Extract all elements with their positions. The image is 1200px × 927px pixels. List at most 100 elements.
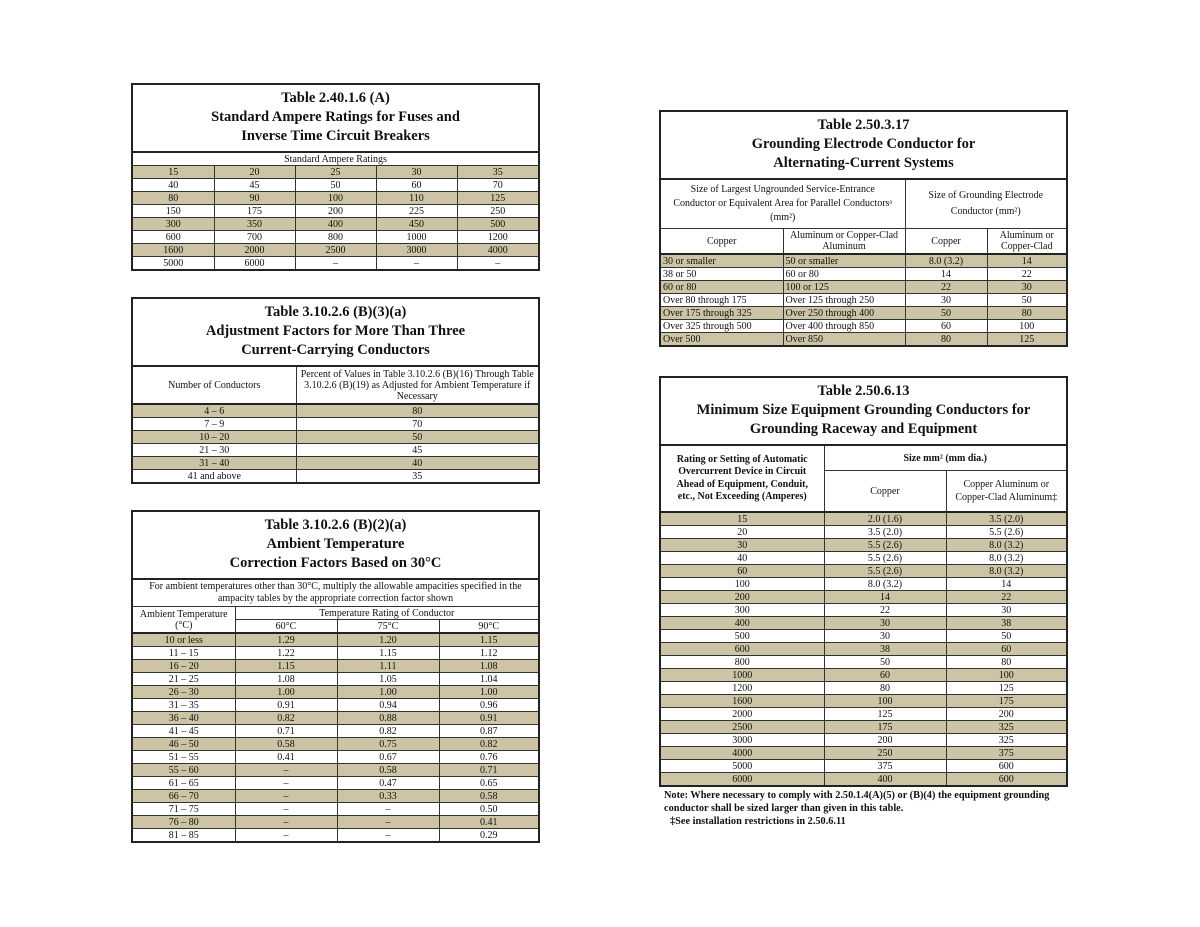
table-cell: 450	[375, 217, 458, 231]
table-cell: 80	[945, 655, 1066, 669]
table-cell: 200	[294, 204, 377, 218]
table-cell: 80	[904, 332, 988, 345]
table-cell: 50	[823, 655, 947, 669]
table-cell: 6000	[661, 772, 825, 785]
table-row: Over 80 through 175 Over 125 through 250 3…	[661, 293, 1066, 307]
table-cell: 15	[133, 165, 215, 179]
table-fuse-ratings: Table 2.40.1.6 (A) Standard Ampere Ratin…	[131, 83, 540, 271]
table-cell: 50	[295, 430, 538, 444]
table-cell: 200	[945, 707, 1066, 721]
table-ambient-temperature: Table 3.10.2.6 (B)(2)(a) Ambient Tempera…	[131, 510, 540, 843]
table-cell: 41 – 45	[133, 724, 236, 738]
table-row: 30 5.5 (2.6) 8.0 (3.2)	[661, 538, 1066, 552]
table-cell: 8.0 (3.2)	[945, 564, 1066, 578]
table-row: 1600 100 175	[661, 694, 1066, 708]
table-cell: 225	[375, 204, 458, 218]
table-cell: 400	[661, 616, 825, 630]
table-cell: Over 250 through 400	[782, 306, 906, 320]
table-cell: 8.0 (3.2)	[945, 538, 1066, 552]
column-header: Aluminum or Copper-Clad	[986, 228, 1066, 255]
table-cell: 0.94	[336, 698, 440, 712]
table-cell: Over 500	[661, 332, 784, 345]
table-cell: 15	[661, 512, 825, 526]
table-cell: 30	[375, 165, 458, 179]
table-cell: –	[456, 256, 538, 269]
title-line: Table 2.50.6.13	[817, 383, 910, 399]
table-cell: 45	[295, 443, 538, 457]
table-cell: 1.05	[336, 672, 440, 686]
table-cell: 1.00	[234, 685, 338, 699]
table-equipment-grounding: Table 2.50.6.13 Minimum Size Equipment G…	[659, 376, 1068, 787]
table-cell: 1.04	[438, 672, 538, 686]
table-cell: 0.82	[234, 711, 338, 725]
table-row: 38 or 50 60 or 80 14 22	[661, 267, 1066, 281]
title-line: Ambient Temperature	[266, 536, 405, 552]
table-cell: 1200	[456, 230, 538, 244]
table-cell: 38	[823, 642, 947, 656]
table-row: 76 – 80– –0.41	[133, 815, 538, 829]
table-row: 40 5.5 (2.6) 8.0 (3.2)	[661, 551, 1066, 565]
table-cell: 10 or less	[133, 633, 236, 647]
table-row: 15 20 25 30 35	[133, 165, 538, 179]
table-cell: 125	[945, 681, 1066, 695]
table-cell: Over 125 through 250	[782, 293, 906, 307]
table-cell: Over 325 through 500	[661, 319, 784, 333]
table-cell: 100	[823, 694, 947, 708]
table-row: 60 or 80 100 or 125 22 30	[661, 280, 1066, 294]
table-row: 800 50 80	[661, 655, 1066, 669]
table-cell: 125	[986, 332, 1066, 345]
table-title: Table 2.40.1.6 (A) Standard Ampere Ratin…	[133, 85, 538, 153]
table-cell: 60 or 80	[661, 280, 784, 294]
table-cell: 6000	[213, 256, 296, 269]
table-cell: 0.71	[438, 763, 538, 777]
table-row: 41 and above 35	[133, 469, 538, 482]
table-cell: 100	[661, 577, 825, 591]
table-cell: 0.67	[336, 750, 440, 764]
column-header: Aluminum or Copper-Clad Aluminum	[782, 228, 906, 255]
table-cell: 11 – 15	[133, 646, 236, 660]
table-cell: 22	[945, 590, 1066, 604]
table-cell: –	[234, 763, 338, 777]
table-cell: 0.58	[234, 737, 338, 751]
table-cell: –	[336, 815, 440, 829]
table-cell: 500	[661, 629, 825, 643]
table-cell: 175	[945, 694, 1066, 708]
column-header: Copper	[661, 228, 784, 255]
table-cell: 21 – 25	[133, 672, 236, 686]
table-cell: 21 – 30	[133, 443, 297, 457]
table-grounding-electrode: Table 2.50.3.17 Grounding Electrode Cond…	[659, 110, 1068, 347]
table-cell: 0.65	[438, 776, 538, 790]
table-cell: 250	[456, 204, 538, 218]
table-row: 31 – 40 40	[133, 456, 538, 470]
table-cell: 10 – 20	[133, 430, 297, 444]
table-cell: 7 – 9	[133, 417, 297, 431]
column-header: Copper Aluminum or Copper-Clad Aluminum‡	[945, 470, 1066, 513]
table-cell: 0.58	[336, 763, 440, 777]
title-line: Alternating-Current Systems	[773, 155, 954, 171]
table-cell: 14	[823, 590, 947, 604]
table-cell: Over 80 through 175	[661, 293, 784, 307]
table-cell: 61 – 65	[133, 776, 236, 790]
table-cell: 125	[456, 191, 538, 205]
table-cell: 200	[661, 590, 825, 604]
table-cell: 0.75	[336, 737, 440, 751]
table-cell: 1600	[661, 694, 825, 708]
table-cell: 175	[823, 720, 947, 734]
table-cell: 20	[661, 525, 825, 539]
table-row: 200 14 22	[661, 590, 1066, 604]
table-cell: 5000	[133, 256, 215, 269]
table-cell: 30	[823, 629, 947, 643]
table-title: Table 3.10.2.6 (B)(2)(a) Ambient Tempera…	[133, 512, 538, 580]
table-cell: 1.08	[438, 659, 538, 673]
table-cell: 400	[823, 772, 947, 785]
table-cell: 100	[294, 191, 377, 205]
table-cell: –	[234, 802, 338, 816]
table-row: 30 or smaller 50 or smaller 8.0 (3.2) 14	[661, 254, 1066, 268]
table-cell: 22	[986, 267, 1066, 281]
table-cell: 1600	[133, 243, 215, 257]
table-cell: 800	[294, 230, 377, 244]
table-cell: 70	[295, 417, 538, 431]
table-cell: 1.22	[234, 646, 338, 660]
table-cell: 2500	[661, 720, 825, 734]
table-row: 16 – 20 1.15 1.11 1.08	[133, 659, 538, 673]
